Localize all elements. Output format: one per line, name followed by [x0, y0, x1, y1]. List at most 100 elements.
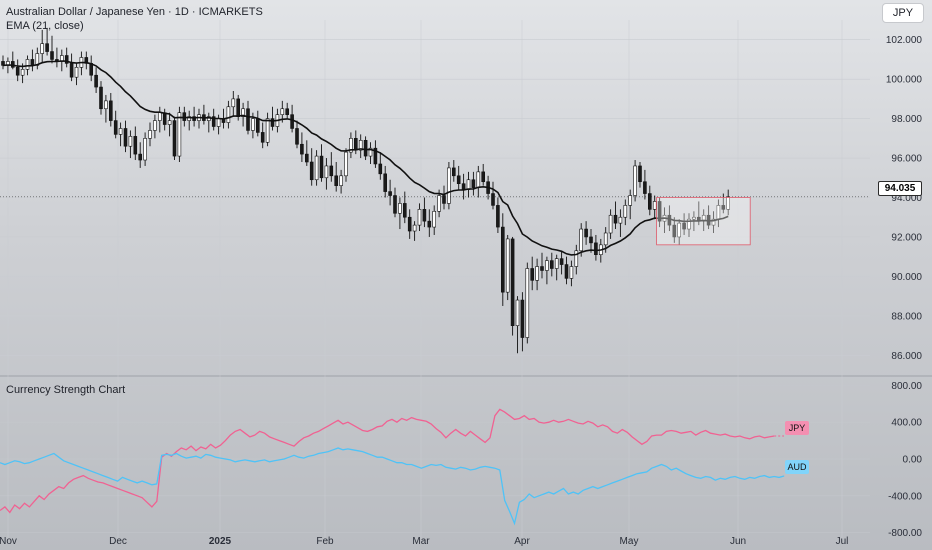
candle-body	[456, 175, 461, 184]
candle-body	[530, 268, 535, 281]
time-tick-label: Feb	[316, 536, 334, 547]
candle-body	[549, 260, 554, 269]
candle-body	[177, 112, 182, 157]
candle-body	[15, 67, 20, 76]
candle-body	[162, 112, 167, 125]
candle-body	[466, 179, 471, 190]
last-price-label: 94.035	[878, 181, 922, 196]
candle-body	[143, 138, 147, 161]
candle-body	[451, 167, 456, 177]
candle-body	[613, 214, 618, 224]
currency-button[interactable]: JPY	[882, 3, 924, 23]
candle-body	[138, 153, 142, 161]
candle-body	[608, 214, 613, 234]
candle-body	[300, 143, 304, 155]
candle-body	[545, 260, 549, 271]
candle-body	[241, 108, 245, 117]
candle-body	[579, 228, 584, 252]
candle-body	[628, 195, 633, 206]
candle-body	[153, 120, 157, 131]
candle-body	[471, 179, 476, 188]
candle-body	[20, 69, 25, 76]
candle-body	[422, 209, 427, 222]
time-tick-label: Jul	[836, 536, 849, 547]
candle-body	[319, 155, 324, 179]
candle-body	[187, 116, 191, 121]
candle-body	[515, 299, 520, 326]
candle-body	[500, 226, 505, 293]
candle-body	[618, 216, 623, 224]
candle-body	[25, 59, 30, 70]
price-tick-label: 90.000	[891, 272, 922, 283]
strength-tick-label: -800.00	[888, 528, 922, 539]
time-tick-label: Mar	[412, 536, 430, 547]
candle-body	[564, 264, 569, 279]
candle-body	[89, 63, 93, 76]
strength-pane	[0, 408, 785, 526]
candle-body	[290, 114, 294, 129]
time-tick-label: Dec	[109, 536, 127, 547]
time-tick-label: 2025	[209, 536, 232, 547]
candle-body	[109, 100, 113, 121]
candle-body	[265, 118, 270, 143]
candle-body	[324, 165, 329, 179]
lower-pane-title[interactable]: Currency Strength Chart	[6, 384, 126, 396]
candle-body	[589, 236, 593, 244]
candle-body	[672, 224, 677, 238]
price-tick-label: 92.000	[891, 232, 922, 243]
candle-body	[285, 108, 290, 115]
candle-body	[255, 118, 260, 133]
candle-body	[309, 161, 314, 181]
candle-body	[339, 175, 343, 186]
price-tick-label: 102.000	[886, 35, 923, 46]
candle-body	[554, 258, 559, 269]
time-tick-label: Apr	[514, 536, 530, 547]
candle-body	[353, 138, 358, 151]
candle-body	[45, 43, 49, 52]
candle-body	[182, 112, 187, 121]
price-tick-label: 88.000	[891, 311, 922, 322]
strength-tick-label: 0.00	[903, 455, 923, 466]
indicator-label[interactable]: EMA (21, close)	[6, 20, 84, 32]
grid	[0, 20, 932, 540]
candle-body	[74, 67, 79, 78]
candle-body	[226, 106, 231, 123]
candle-body	[657, 201, 662, 222]
candle-body	[295, 128, 299, 145]
candle-body	[99, 86, 103, 110]
candle-body	[402, 203, 407, 218]
candle-body	[368, 147, 373, 157]
symbol-title[interactable]: Australian Dollar / Japanese Yen · 1D · …	[6, 6, 263, 18]
aud-tag: AUD	[785, 460, 809, 474]
candle-body	[603, 232, 608, 246]
candle-body	[442, 195, 446, 204]
price-tick-label: 94.000	[891, 193, 922, 204]
candle-body	[721, 205, 726, 210]
aud-strength-line	[0, 447, 785, 526]
price-axis[interactable]: 102.000 100.000 98.000 96.000 94.000 92.000 90…	[886, 35, 923, 539]
candle-body	[363, 140, 368, 157]
jpy-strength-line	[0, 408, 775, 514]
candle-body	[231, 98, 236, 108]
candle-body	[246, 108, 250, 131]
candle-body	[638, 165, 642, 183]
candle-body	[329, 165, 334, 177]
candle-body	[594, 242, 598, 255]
candle-body	[652, 201, 657, 210]
candle-body	[270, 118, 275, 127]
candle-body	[491, 193, 495, 206]
strength-tick-label: 800.00	[891, 381, 922, 392]
candle-body	[633, 165, 637, 196]
candle-body	[398, 203, 402, 214]
candle-body	[643, 181, 647, 194]
candle-body	[349, 138, 353, 153]
candle-body	[535, 266, 539, 281]
candle-body	[540, 266, 544, 271]
candle-body	[417, 209, 422, 226]
candle-body	[334, 175, 339, 186]
time-tick-label: Nov	[0, 536, 17, 547]
time-axis[interactable]: Nov Dec 2025 Feb Mar Apr May Jun Jul	[0, 536, 848, 547]
candle-body	[358, 140, 363, 151]
